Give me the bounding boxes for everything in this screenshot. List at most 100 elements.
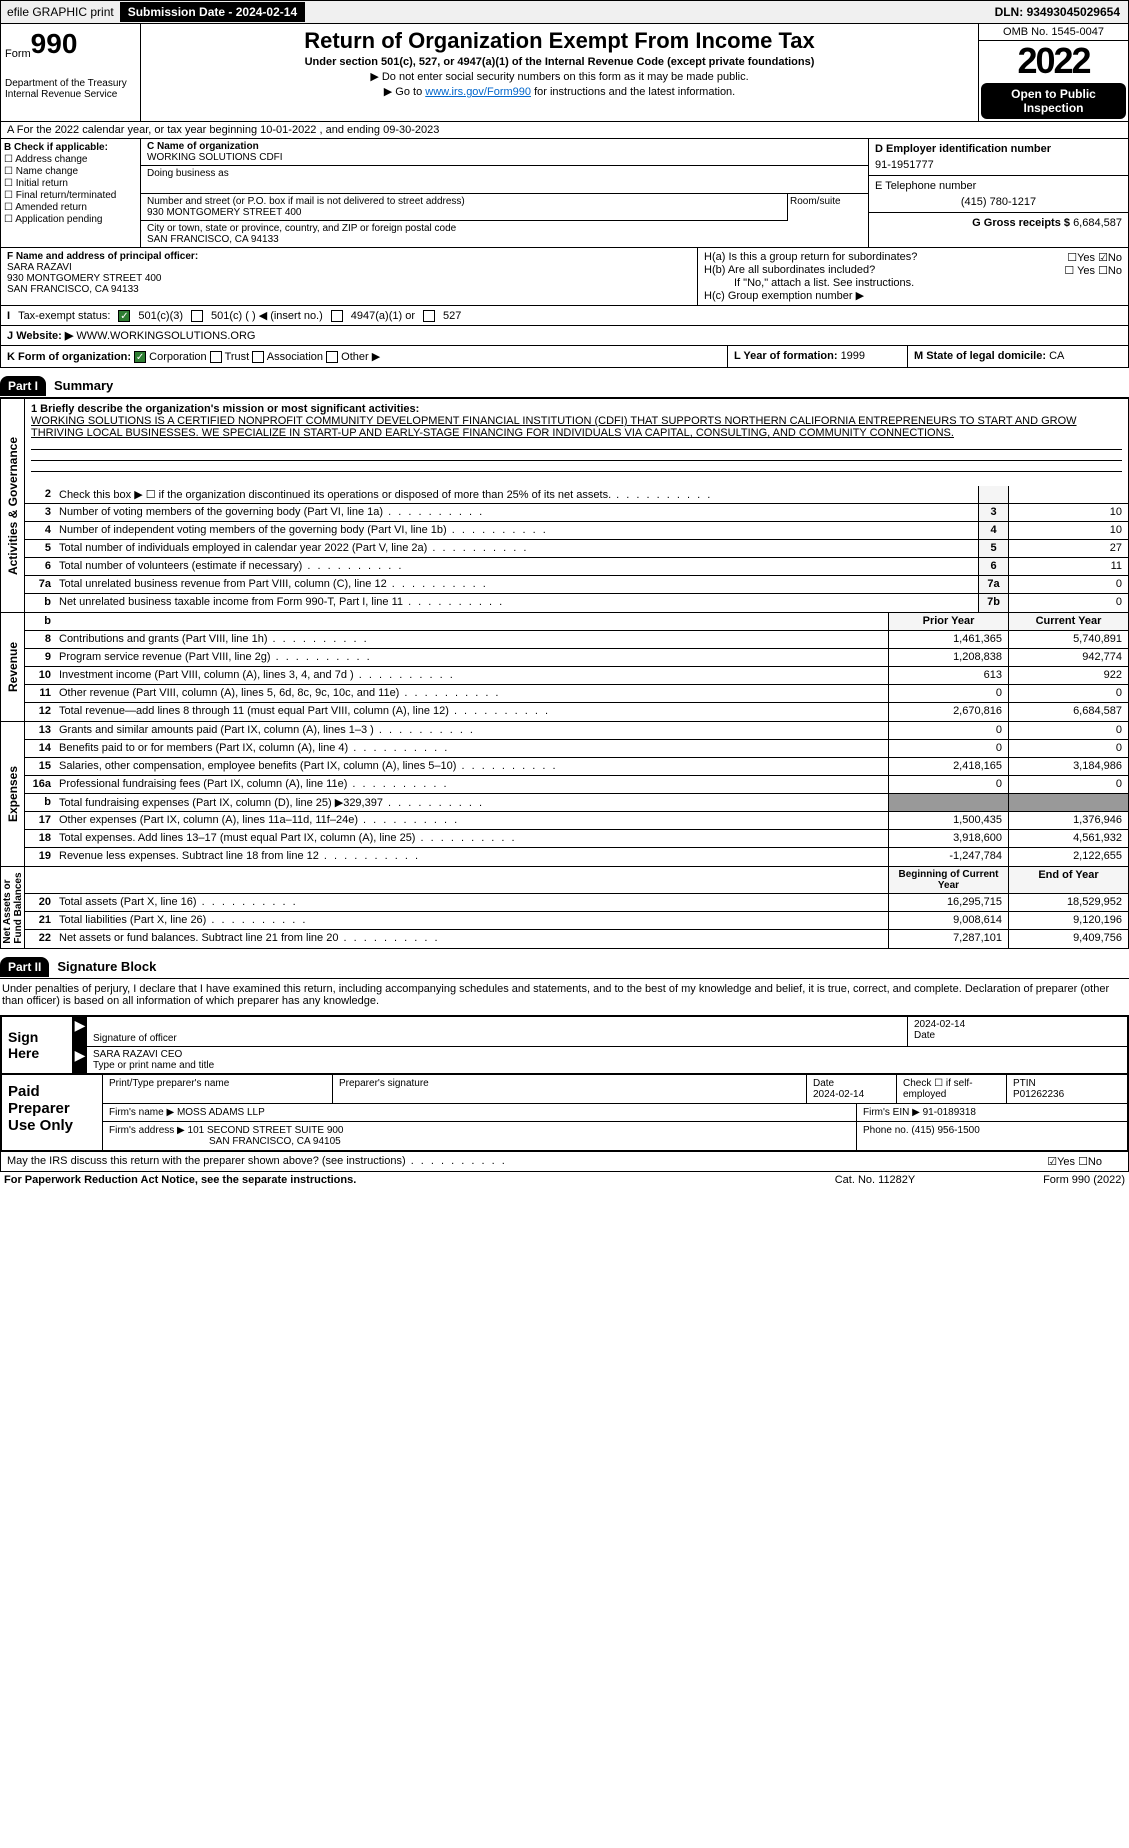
officer-label: F Name and address of principal officer: bbox=[7, 251, 198, 262]
website-row: J Website: ▶ WWW.WORKINGSOLUTIONS.ORG bbox=[0, 326, 1129, 346]
tax-status-label: Tax-exempt status: bbox=[18, 310, 110, 322]
phone-value: (415) 780-1217 bbox=[875, 196, 1122, 208]
activities-governance-section: Activities & Governance 1 Briefly descri… bbox=[0, 398, 1129, 613]
room-suite-label: Room/suite bbox=[788, 194, 868, 221]
discuss-answer[interactable]: ☑Yes ☐No bbox=[1047, 1155, 1122, 1168]
form-title: Return of Organization Exempt From Incom… bbox=[149, 28, 970, 54]
state-domicile-label: M State of legal domicile: bbox=[914, 350, 1049, 362]
addr-label: Number and street (or P.O. box if mail i… bbox=[147, 196, 465, 207]
goto-note: ▶ Go to www.irs.gov/Form990 for instruct… bbox=[149, 85, 970, 98]
table-row: 2Check this box ▶ ☐ if the organization … bbox=[25, 486, 1128, 504]
gross-receipts: 6,684,587 bbox=[1073, 217, 1122, 229]
prep-date: 2024-02-14 bbox=[813, 1089, 864, 1100]
part1-header: Part I bbox=[0, 376, 46, 396]
table-row: 12Total revenue—add lines 8 through 11 (… bbox=[25, 703, 1128, 721]
firm-phone: (415) 956-1500 bbox=[911, 1125, 979, 1136]
hb-answer[interactable]: ☐ Yes ☐No bbox=[1064, 264, 1122, 277]
line-a: A For the 2022 calendar year, or tax yea… bbox=[0, 122, 1129, 139]
chk-501c[interactable] bbox=[191, 310, 203, 322]
officer-addr1: 930 MONTGOMERY STREET 400 bbox=[7, 273, 691, 284]
ssn-note: ▶ Do not enter social security numbers o… bbox=[149, 70, 970, 83]
table-row: 21Total liabilities (Part X, line 26)9,0… bbox=[25, 912, 1128, 930]
chk-amended[interactable]: Amended return bbox=[4, 202, 137, 213]
gross-receipts-label: G Gross receipts $ bbox=[972, 217, 1073, 229]
side-revenue: Revenue bbox=[6, 642, 20, 692]
tax-status-row: I Tax-exempt status: ✓501(c)(3) 501(c) (… bbox=[0, 306, 1129, 326]
firm-ein: 91-0189318 bbox=[923, 1107, 976, 1118]
table-row: bNet unrelated business taxable income f… bbox=[25, 594, 1128, 612]
expenses-section: Expenses 13Grants and similar amounts pa… bbox=[0, 722, 1129, 867]
type-name-label: Type or print name and title bbox=[93, 1060, 214, 1071]
city-address: SAN FRANCISCO, CA 94133 bbox=[147, 234, 862, 245]
chk-name-change[interactable]: Name change bbox=[4, 166, 137, 177]
firm-addr2: SAN FRANCISCO, CA 94105 bbox=[109, 1136, 850, 1147]
signature-label: Signature of officer bbox=[93, 1033, 177, 1044]
revenue-section: Revenue bPrior YearCurrent Year 8Contrib… bbox=[0, 613, 1129, 722]
website-value: WWW.WORKINGSOLUTIONS.ORG bbox=[76, 330, 255, 342]
table-row: 13Grants and similar amounts paid (Part … bbox=[25, 722, 1128, 740]
firm-name: MOSS ADAMS LLP bbox=[177, 1107, 265, 1118]
ha-label: H(a) Is this a group return for subordin… bbox=[704, 251, 1047, 264]
chk-corporation[interactable]: ✓ bbox=[134, 351, 146, 363]
submission-date-button[interactable]: Submission Date - 2024-02-14 bbox=[120, 2, 305, 22]
hb-note: If "No," attach a list. See instructions… bbox=[704, 277, 1122, 289]
year-formation-label: L Year of formation: bbox=[734, 350, 841, 362]
chk-application-pending[interactable]: Application pending bbox=[4, 214, 137, 225]
open-to-public: Open to Public Inspection bbox=[981, 83, 1126, 119]
chk-final-return[interactable]: Final return/terminated bbox=[4, 190, 137, 201]
mission-label: 1 Briefly describe the organization's mi… bbox=[31, 403, 419, 415]
table-row: 14Benefits paid to or for members (Part … bbox=[25, 740, 1128, 758]
sign-here-label: Sign Here bbox=[2, 1017, 72, 1073]
k-l-m-row: K Form of organization: ✓ Corporation Tr… bbox=[0, 346, 1129, 368]
side-net-assets: Net Assets orFund Balances bbox=[2, 872, 24, 943]
chk-527[interactable] bbox=[423, 310, 435, 322]
dln: DLN: 93493045029654 bbox=[995, 5, 1128, 19]
table-row: bTotal fundraising expenses (Part IX, co… bbox=[25, 794, 1128, 812]
arrow-icon: ▶ bbox=[73, 1047, 87, 1073]
chk-other[interactable] bbox=[326, 351, 338, 363]
preparer-name-label: Print/Type preparer's name bbox=[103, 1075, 333, 1103]
self-employed-label[interactable]: Check ☐ if self-employed bbox=[897, 1075, 1007, 1103]
form-number: Form990 bbox=[5, 28, 136, 60]
table-row: 8Contributions and grants (Part VIII, li… bbox=[25, 631, 1128, 649]
current-year-header: Current Year bbox=[1008, 613, 1128, 630]
irs-link[interactable]: www.irs.gov/Form990 bbox=[425, 86, 531, 98]
paid-preparer-label: Paid Preparer Use Only bbox=[2, 1075, 102, 1150]
firm-addr1: 101 SECOND STREET SUITE 900 bbox=[188, 1125, 344, 1136]
year-formation: 1999 bbox=[841, 350, 865, 362]
form-subtitle: Under section 501(c), 527, or 4947(a)(1)… bbox=[149, 56, 970, 68]
mission-text: WORKING SOLUTIONS IS A CERTIFIED NONPROF… bbox=[31, 415, 1122, 439]
side-expenses: Expenses bbox=[6, 766, 20, 822]
ptin-label: PTIN bbox=[1013, 1078, 1036, 1089]
chk-501c3[interactable]: ✓ bbox=[118, 310, 130, 322]
table-row: 17Other expenses (Part IX, column (A), l… bbox=[25, 812, 1128, 830]
org-name: WORKING SOLUTIONS CDFI bbox=[147, 152, 862, 163]
part2-title: Signature Block bbox=[49, 959, 156, 974]
tax-year: 2022 bbox=[979, 41, 1128, 81]
chk-initial-return[interactable]: Initial return bbox=[4, 178, 137, 189]
table-row: 5Total number of individuals employed in… bbox=[25, 540, 1128, 558]
firm-phone-label: Phone no. bbox=[863, 1125, 911, 1136]
date-label: Date bbox=[914, 1030, 935, 1041]
chk-association[interactable] bbox=[252, 351, 264, 363]
hb-label: H(b) Are all subordinates included? bbox=[704, 264, 1044, 277]
prior-year-header: Prior Year bbox=[888, 613, 1008, 630]
table-row: 6Total number of volunteers (estimate if… bbox=[25, 558, 1128, 576]
efile-label: efile GRAPHIC print bbox=[1, 5, 120, 19]
prep-date-label: Date bbox=[813, 1078, 834, 1089]
chk-trust[interactable] bbox=[210, 351, 222, 363]
ha-answer[interactable]: ☐Yes ☑No bbox=[1067, 251, 1122, 264]
chk-address-change[interactable]: Address change bbox=[4, 154, 137, 165]
preparer-sig-label: Preparer's signature bbox=[333, 1075, 807, 1103]
table-row: 10Investment income (Part VIII, column (… bbox=[25, 667, 1128, 685]
state-domicile: CA bbox=[1049, 350, 1064, 362]
city-label: City or town, state or province, country… bbox=[147, 223, 456, 234]
part1-title: Summary bbox=[46, 378, 113, 393]
part2-header: Part II bbox=[0, 957, 49, 977]
dept-treasury: Department of the Treasury Internal Reve… bbox=[5, 78, 136, 100]
chk-4947[interactable] bbox=[331, 310, 343, 322]
firm-addr-label: Firm's address ▶ bbox=[109, 1125, 185, 1136]
section-b-block: B Check if applicable: Address change Na… bbox=[0, 139, 1129, 248]
cat-no: Cat. No. 11282Y bbox=[775, 1174, 975, 1186]
discuss-label: May the IRS discuss this return with the… bbox=[7, 1155, 1047, 1168]
